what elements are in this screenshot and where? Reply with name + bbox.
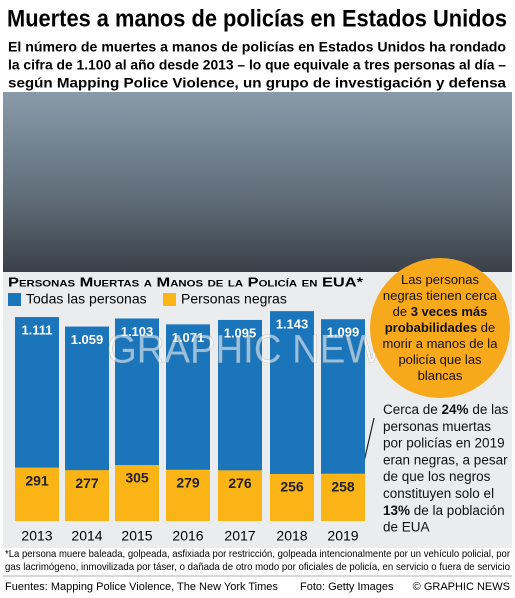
legend-label: Personas negras [181,291,287,307]
value-label: 258 [331,478,355,494]
annotation-text: de las [469,402,509,417]
value-label: 1.099 [327,325,360,340]
annotation-text: Las personas [401,272,480,287]
annotation-text: de EUA [383,519,430,534]
annotation-line: de EUA [383,519,430,534]
value-label: 1.103 [121,324,154,339]
footnote: gas lacrimógeno, inmovilizada por táser,… [5,561,510,573]
callout-circle [370,258,510,398]
bar-black [115,465,159,521]
annotation-line: policía que las [398,352,482,367]
title: Muertes a manos de policías en Estados U… [7,5,507,32]
annotation-text: de [393,304,411,319]
annotation-line: eran negras, a pesar [383,452,508,467]
subtitle: la cifra de 1.100 al año desde 2013 – lo… [8,57,506,73]
annotation-line: blancas [418,368,463,383]
annotation-line: negras tienen cerca [383,288,498,303]
annotation-line: de que los negros [383,469,491,484]
x-tick-label: 2017 [224,528,255,544]
legend-swatch [8,293,21,306]
annotation-text: blancas [418,368,463,383]
x-tick-label: 2013 [21,528,52,544]
copyright: © GRAPHIC NEWS [413,581,510,593]
bar-black [270,473,314,521]
value-label: 1.071 [172,330,205,345]
value-label: 277 [75,475,99,491]
annotation-line: por policías en 2019 [383,435,505,450]
annotation-line: Cerca de 24% de las [383,402,509,417]
annotation-text: de [477,320,495,335]
annotation-text: policía que las [398,352,482,367]
annotation-line: 13% de la población [383,502,505,517]
annotation-text: eran negras, a pesar [383,452,508,467]
annotation-line: personas muertas [383,418,491,433]
annotation-text: 13% [383,502,410,517]
source: Fuentes: Mapping Police Violence, The Ne… [5,581,278,593]
value-label: 256 [280,479,304,495]
bar-black [15,467,59,521]
value-label: 279 [176,474,200,490]
photo [3,92,512,272]
bar-black [218,470,262,521]
photo-credit: Foto: Getty Images [300,581,394,593]
x-tick-label: 2016 [172,528,203,544]
x-tick-label: 2018 [276,528,307,544]
annotation-text: 3 veces más [411,304,488,319]
bar-black [321,473,365,521]
annotation-line: morir a manos de la [383,336,499,351]
value-label: 276 [228,475,252,491]
annotation-line: de 3 veces más [393,304,488,319]
watermark: GRAPHIC NEWS [107,328,407,372]
x-tick-label: 2015 [121,528,152,544]
annotation-text: de la población [410,502,505,517]
legend-label: Todas las personas [26,291,147,307]
value-label: 1.143 [276,317,309,332]
annotation-text: constituyen solo el [383,486,494,501]
annotation-line: constituyen solo el [383,486,494,501]
value-label: 291 [25,472,49,488]
bar-black [166,469,210,521]
annotation-text: negras tienen cerca [383,288,498,303]
subtitle: El número de muertes a manos de policías… [8,39,506,55]
value-label: 305 [125,470,149,486]
value-label: 1.111 [21,322,52,337]
annotation-text: personas muertas [383,418,491,433]
annotation-text: Cerca de [383,402,442,417]
value-label: 1.059 [71,332,104,347]
annotation-text: por policías en 2019 [383,435,505,450]
x-tick-label: 2019 [327,528,358,544]
annotation-line: probabilidades de [385,320,496,335]
annotation-text: de que los negros [383,469,491,484]
annotation-text: morir a manos de la [383,336,499,351]
footnote: *La persona muere baleada, golpeada, asf… [5,548,510,560]
legend-swatch [163,293,176,306]
bar-black [65,470,109,521]
subtitle: según Mapping Police Violence, un grupo … [8,75,506,91]
x-tick-label: 2014 [71,528,102,544]
chart-title: Personas Muertas a Manos de la Policía e… [8,274,364,289]
value-label: 1.095 [224,325,257,340]
annotation-line: Las personas [401,272,480,287]
annotation-text: 24% [442,402,469,417]
annotation-text: probabilidades [385,320,477,335]
